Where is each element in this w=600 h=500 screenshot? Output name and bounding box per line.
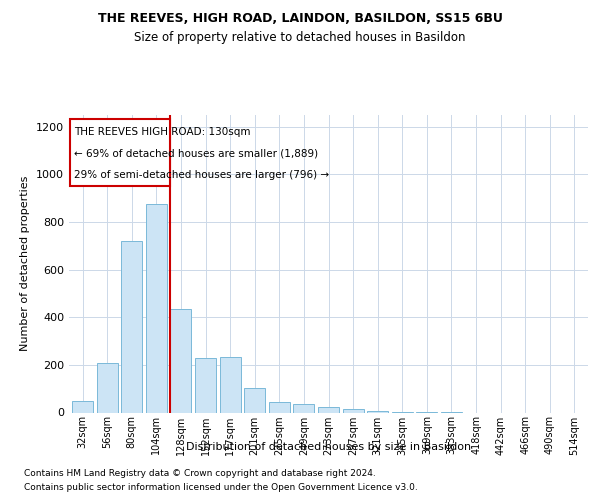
Text: THE REEVES, HIGH ROAD, LAINDON, BASILDON, SS15 6BU: THE REEVES, HIGH ROAD, LAINDON, BASILDON… xyxy=(98,12,502,26)
Text: Size of property relative to detached houses in Basildon: Size of property relative to detached ho… xyxy=(134,31,466,44)
Bar xyxy=(170,309,191,412)
Text: THE REEVES HIGH ROAD: 130sqm: THE REEVES HIGH ROAD: 130sqm xyxy=(74,127,250,137)
Text: Distribution of detached houses by size in Basildon: Distribution of detached houses by size … xyxy=(186,442,472,452)
Text: Contains HM Land Registry data © Crown copyright and database right 2024.: Contains HM Land Registry data © Crown c… xyxy=(24,470,376,478)
Bar xyxy=(269,402,290,412)
Y-axis label: Number of detached properties: Number of detached properties xyxy=(20,176,31,352)
FancyBboxPatch shape xyxy=(70,118,170,186)
Bar xyxy=(146,204,167,412)
Text: ← 69% of detached houses are smaller (1,889): ← 69% of detached houses are smaller (1,… xyxy=(74,148,318,158)
Bar xyxy=(293,404,314,412)
Text: 29% of semi-detached houses are larger (796) →: 29% of semi-detached houses are larger (… xyxy=(74,170,329,179)
Bar xyxy=(318,406,339,412)
Bar xyxy=(97,362,118,412)
Bar xyxy=(220,356,241,412)
Text: Contains public sector information licensed under the Open Government Licence v3: Contains public sector information licen… xyxy=(24,482,418,492)
Bar xyxy=(244,388,265,412)
Bar xyxy=(121,241,142,412)
Bar xyxy=(343,409,364,412)
Bar xyxy=(72,400,93,412)
Bar xyxy=(195,358,216,412)
